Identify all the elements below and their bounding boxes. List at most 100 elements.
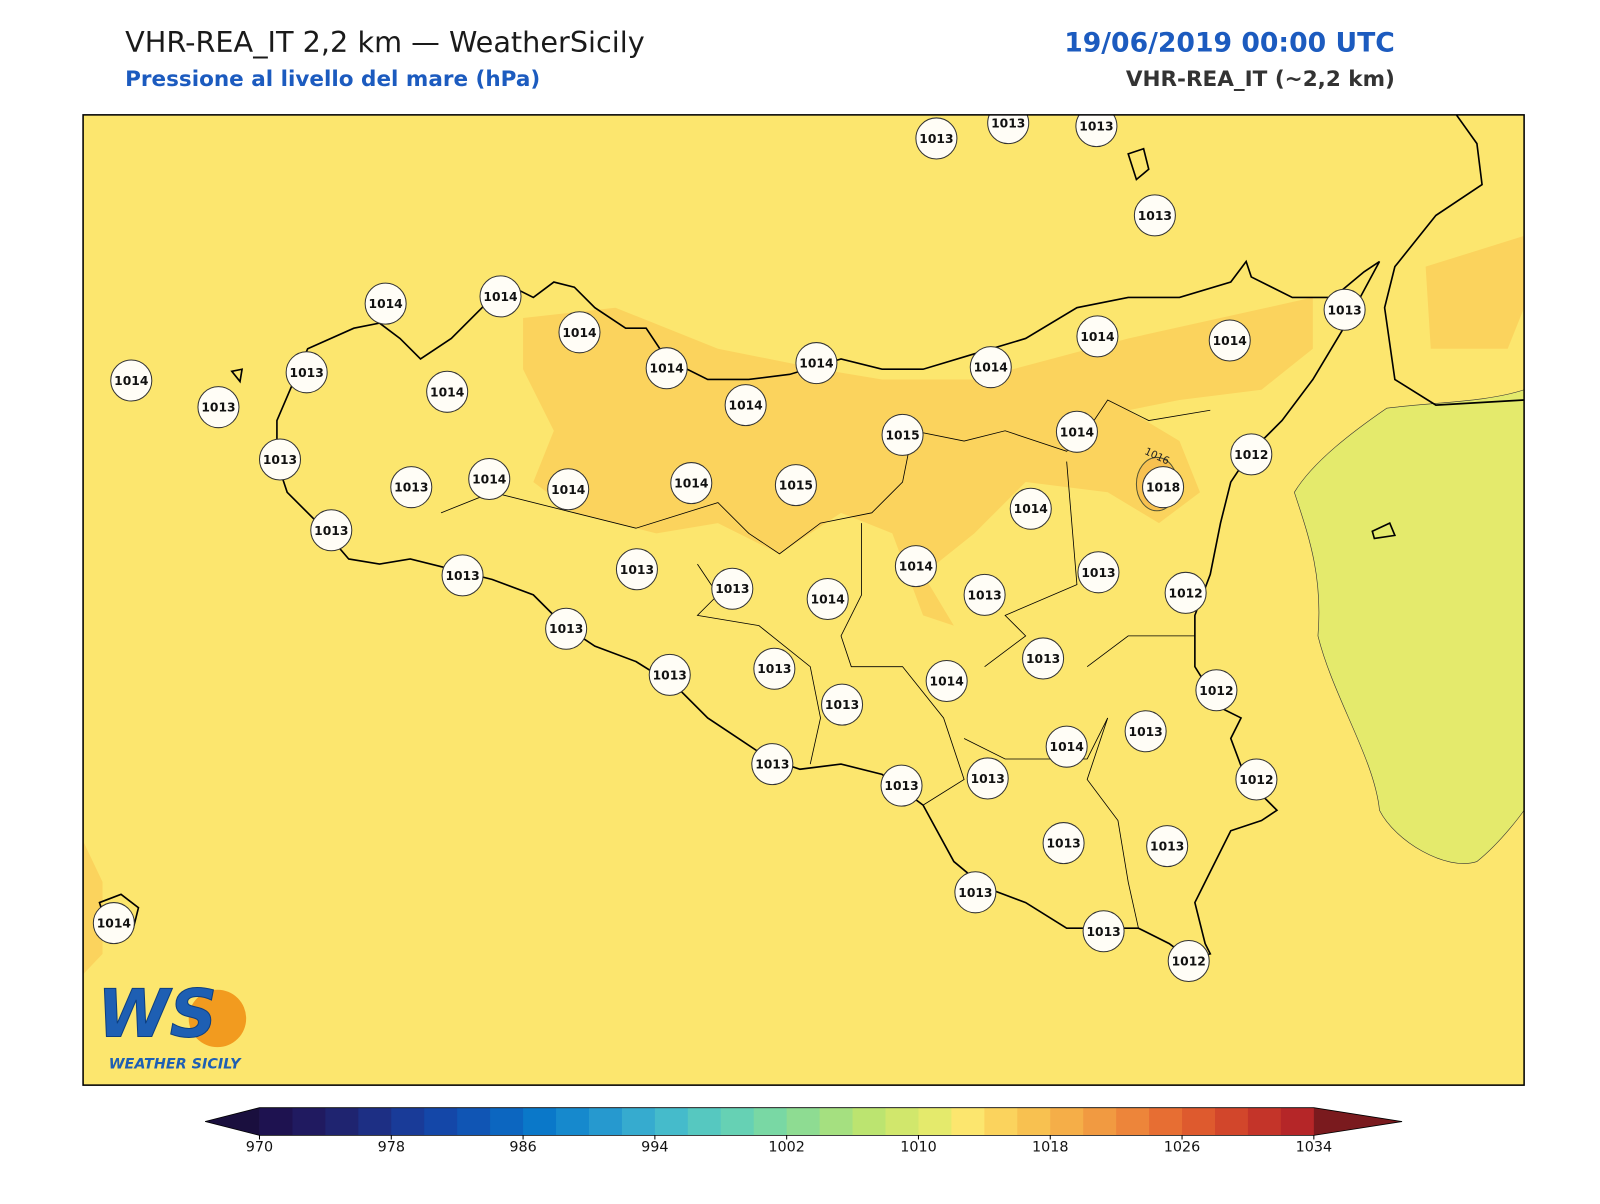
station: 1014 <box>1208 319 1251 362</box>
station: 1013 <box>966 757 1009 800</box>
station-marker <box>92 902 135 945</box>
station: 1014 <box>547 468 590 511</box>
station-value: 1013 <box>715 582 749 596</box>
station: 1015 <box>881 413 924 456</box>
station-marker <box>753 647 796 690</box>
station-value: 1012 <box>1239 773 1273 787</box>
station-value: 1013 <box>445 569 479 583</box>
station-marker <box>751 743 794 786</box>
colorbar-segment <box>1017 1107 1051 1136</box>
station: 1014 <box>795 342 838 385</box>
colorbar-segment <box>1083 1107 1117 1136</box>
station: 1013 <box>310 509 353 552</box>
station-marker <box>258 438 302 481</box>
station-marker <box>479 275 522 318</box>
station-marker <box>987 114 1030 145</box>
coastline <box>98 114 1525 960</box>
colorbar-segment <box>358 1107 392 1136</box>
station: 1014 <box>558 311 601 354</box>
station-value: 1014 <box>483 290 517 304</box>
colorbar-segment <box>259 1107 293 1136</box>
station-marker <box>547 468 590 511</box>
station-value: 1013 <box>1150 840 1184 854</box>
station: 1014 <box>110 359 153 402</box>
station-marker <box>110 359 153 402</box>
colorbar-segment <box>1050 1107 1084 1136</box>
station-value: 1013 <box>1138 209 1172 223</box>
station-value: 1014 <box>562 326 596 340</box>
station-marker <box>1230 433 1273 476</box>
station-value: 1013 <box>971 772 1005 786</box>
station: 1014 <box>894 545 937 588</box>
station-marker <box>724 384 767 427</box>
station-value: 1014 <box>899 560 933 574</box>
colorbar-segment <box>1280 1107 1315 1136</box>
station-value: 1014 <box>1060 425 1094 439</box>
station-marker <box>1235 758 1278 801</box>
station-marker <box>915 117 958 160</box>
station-value: 1014 <box>472 473 506 487</box>
station-value: 1013 <box>314 524 348 538</box>
station: 1014 <box>724 384 767 427</box>
station-value: 1013 <box>757 662 791 676</box>
station-marker <box>881 413 924 456</box>
map-background <box>83 114 1525 1086</box>
station: 1014 <box>925 660 968 703</box>
colorbar-tick-label: 986 <box>509 1140 536 1156</box>
colorbar-tick-label: 978 <box>378 1140 405 1156</box>
colorbar-segment <box>391 1107 425 1136</box>
station: 1014 <box>1055 410 1098 453</box>
colorbar-segment <box>1149 1107 1183 1136</box>
colorbar-segment <box>556 1107 590 1136</box>
station: 1012 <box>1235 758 1278 801</box>
station-marker <box>1022 637 1065 680</box>
colorbar-tick-label: 994 <box>641 1140 668 1156</box>
station: 1013 <box>197 386 240 429</box>
station-value: 1012 <box>1199 684 1233 698</box>
station: 1012 <box>1167 940 1210 983</box>
station-marker <box>390 466 433 509</box>
station-marker <box>670 462 713 505</box>
colorbar-segment <box>1247 1107 1282 1136</box>
station-marker <box>1323 288 1366 331</box>
station-value: 1013 <box>1046 837 1080 851</box>
station-value: 1013 <box>290 366 324 380</box>
station-marker <box>954 871 997 914</box>
station: 1013 <box>258 438 302 481</box>
colorbar-segment <box>885 1107 919 1136</box>
colorbar-tick-label: 1010 <box>900 1140 937 1156</box>
station-marker <box>545 607 588 650</box>
station-value: 1013 <box>1026 652 1060 666</box>
pressure-area <box>83 841 103 975</box>
station-marker <box>795 342 838 385</box>
station-marker <box>925 660 968 703</box>
station: 1014 <box>806 577 849 620</box>
station-value: 1013 <box>967 588 1001 602</box>
station-marker <box>806 577 849 620</box>
colorbar: 970 978 986 994 1002 1010 1018 1026 1034 <box>205 1107 1403 1156</box>
station: 1013 <box>1124 710 1167 753</box>
station-marker <box>441 554 484 597</box>
station: 1014 <box>426 370 469 413</box>
station-value: 1012 <box>1172 955 1206 969</box>
colorbar-segment <box>819 1107 854 1136</box>
station: 1014 <box>364 282 407 325</box>
station-marker <box>1042 822 1085 865</box>
station: 1014 <box>468 457 511 500</box>
station: 1013 <box>1077 551 1120 594</box>
station-value: 1013 <box>1079 120 1113 134</box>
station-value: 1018 <box>1146 481 1180 495</box>
colorbar-extend-high <box>1313 1107 1403 1136</box>
station-value: 1013 <box>1081 566 1115 580</box>
station: 1014 <box>1009 487 1052 530</box>
station-marker <box>468 457 511 500</box>
colorbar-segment <box>1116 1107 1150 1136</box>
station-value: 1014 <box>97 917 131 931</box>
station-value: 1013 <box>1086 925 1120 939</box>
station: 1013 <box>1146 825 1189 868</box>
colorbar-segment <box>292 1107 326 1136</box>
station: 1014 <box>670 462 713 505</box>
station: 1013 <box>1082 910 1125 953</box>
